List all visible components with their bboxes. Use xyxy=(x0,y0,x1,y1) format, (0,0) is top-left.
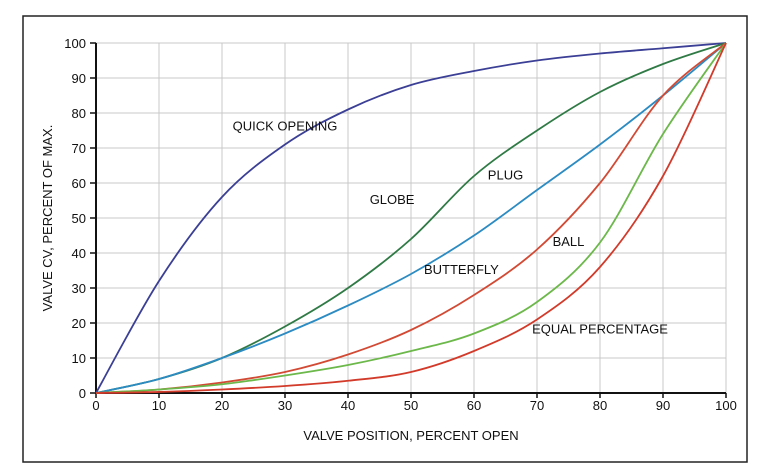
y-tick-label: 90 xyxy=(72,71,86,86)
series-line-ball xyxy=(95,42,727,394)
series-label-equal-percentage: EQUAL PERCENTAGE xyxy=(532,322,668,337)
y-tick-label: 20 xyxy=(72,316,86,331)
series-label-butterfly: BUTTERFLY xyxy=(424,262,499,277)
series-line-equal-percentage xyxy=(95,42,727,394)
x-tick-label: 30 xyxy=(278,398,292,413)
y-tick-label: 30 xyxy=(72,281,86,296)
x-tick-label: 10 xyxy=(152,398,166,413)
x-axis-label: VALVE POSITION, PERCENT OPEN xyxy=(303,428,518,443)
x-tick-label: 100 xyxy=(715,398,737,413)
x-tick-label: 90 xyxy=(656,398,670,413)
x-tick-label: 70 xyxy=(530,398,544,413)
y-tick-label: 80 xyxy=(72,106,86,121)
series-label-globe: GLOBE xyxy=(370,192,415,207)
grid xyxy=(95,42,727,394)
series-label-ball: BALL xyxy=(553,234,585,249)
y-tick-label: 0 xyxy=(79,386,86,401)
y-tick-label: 40 xyxy=(72,246,86,261)
y-tick-label: 70 xyxy=(72,141,86,156)
y-tick-label: 10 xyxy=(72,351,86,366)
axes: 0 10 20 30 40 50 60 70 80 90 100 0 10 20 30 40 50 60 70 80 9… xyxy=(64,36,737,413)
x-tick-label: 20 xyxy=(215,398,229,413)
series-line-butterfly xyxy=(95,42,727,394)
x-tick-label: 80 xyxy=(593,398,607,413)
series-labels: QUICK OPENING GLOBE PLUG BALL BUTTERFLY EQUAL… xyxy=(233,119,669,337)
series-line-plug xyxy=(95,42,727,394)
x-tick-label: 0 xyxy=(92,398,99,413)
series-line-quick-opening xyxy=(95,42,727,394)
x-tick-label: 50 xyxy=(404,398,418,413)
x-tick-label: 40 xyxy=(341,398,355,413)
y-tick-label: 50 xyxy=(72,211,86,226)
y-tick-label: 100 xyxy=(64,36,86,51)
series-label-plug: PLUG xyxy=(488,168,523,183)
chart-frame xyxy=(22,15,748,463)
series-group xyxy=(95,42,727,394)
y-tick-label: 60 xyxy=(72,176,86,191)
y-axis-label: VALVE CV, PERCENT OF MAX. xyxy=(40,125,55,312)
series-label-quick-opening: QUICK OPENING xyxy=(233,119,338,134)
x-tick-label: 60 xyxy=(467,398,481,413)
